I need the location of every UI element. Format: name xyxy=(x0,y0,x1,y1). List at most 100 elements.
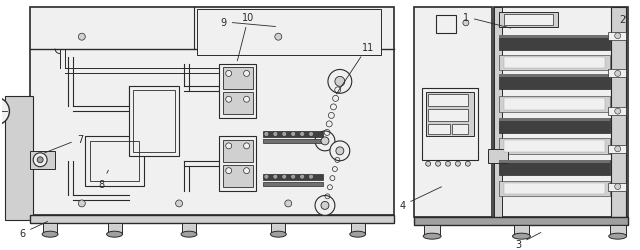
Circle shape xyxy=(226,97,232,103)
Bar xyxy=(90,141,140,181)
Bar xyxy=(182,224,196,233)
Circle shape xyxy=(315,196,335,216)
Bar xyxy=(428,110,468,122)
Circle shape xyxy=(315,132,335,151)
Text: 5: 5 xyxy=(0,249,1,250)
Text: 2: 2 xyxy=(620,15,626,25)
Circle shape xyxy=(273,174,278,180)
Bar xyxy=(424,225,440,235)
Bar xyxy=(271,224,285,233)
Text: 7: 7 xyxy=(45,134,83,153)
Circle shape xyxy=(226,168,232,174)
Circle shape xyxy=(308,132,314,137)
Text: 11: 11 xyxy=(337,42,374,94)
Bar xyxy=(426,93,474,136)
Bar xyxy=(422,89,478,160)
Circle shape xyxy=(615,71,621,77)
Circle shape xyxy=(33,153,47,167)
Bar xyxy=(108,224,122,233)
Bar xyxy=(223,165,253,187)
Circle shape xyxy=(321,138,329,145)
Circle shape xyxy=(615,184,621,190)
Text: 9: 9 xyxy=(221,18,276,28)
Circle shape xyxy=(175,200,182,207)
Bar xyxy=(414,8,492,218)
Circle shape xyxy=(0,98,10,126)
Text: 6: 6 xyxy=(19,222,47,238)
Bar xyxy=(504,57,605,69)
Bar xyxy=(452,124,468,134)
Circle shape xyxy=(456,162,460,166)
Circle shape xyxy=(282,132,287,137)
Bar xyxy=(499,75,610,90)
Bar xyxy=(129,87,179,156)
Circle shape xyxy=(335,77,345,87)
Circle shape xyxy=(78,200,85,207)
Text: 8: 8 xyxy=(99,170,108,189)
Circle shape xyxy=(273,132,278,137)
Ellipse shape xyxy=(350,231,365,237)
Bar xyxy=(5,97,33,220)
Bar xyxy=(436,16,456,34)
Bar xyxy=(223,93,253,115)
Bar xyxy=(30,216,394,224)
Ellipse shape xyxy=(423,233,441,239)
Circle shape xyxy=(244,97,250,103)
Bar xyxy=(499,118,610,122)
Bar xyxy=(608,108,626,116)
Circle shape xyxy=(300,174,305,180)
Bar xyxy=(264,139,323,143)
Bar xyxy=(264,182,323,186)
Circle shape xyxy=(426,162,431,166)
Circle shape xyxy=(244,71,250,77)
Bar xyxy=(219,136,257,191)
Text: 10: 10 xyxy=(237,13,255,62)
Circle shape xyxy=(308,174,314,180)
Bar xyxy=(499,13,558,28)
Bar xyxy=(504,183,605,195)
Bar xyxy=(499,97,610,113)
Circle shape xyxy=(282,174,287,180)
Circle shape xyxy=(328,70,352,94)
Ellipse shape xyxy=(270,231,286,237)
Bar xyxy=(499,75,610,78)
Circle shape xyxy=(275,34,282,41)
Bar xyxy=(223,68,253,90)
Circle shape xyxy=(336,147,344,155)
Bar xyxy=(493,8,502,218)
Bar xyxy=(428,95,468,107)
Bar xyxy=(30,151,55,169)
Circle shape xyxy=(465,162,470,166)
Ellipse shape xyxy=(107,231,122,237)
Circle shape xyxy=(37,157,43,163)
Text: 1: 1 xyxy=(463,13,511,29)
Bar xyxy=(30,8,394,216)
Text: 4: 4 xyxy=(399,187,442,210)
Ellipse shape xyxy=(609,233,627,239)
Bar xyxy=(499,160,610,175)
Circle shape xyxy=(615,109,621,115)
Ellipse shape xyxy=(513,233,531,239)
Bar xyxy=(219,64,257,118)
Circle shape xyxy=(300,132,305,137)
Circle shape xyxy=(226,71,232,77)
Bar xyxy=(499,138,610,154)
Circle shape xyxy=(226,143,232,149)
Bar xyxy=(499,36,610,38)
Bar xyxy=(504,140,605,152)
Circle shape xyxy=(291,132,296,137)
Bar xyxy=(608,183,626,191)
Bar xyxy=(428,124,450,134)
Bar xyxy=(499,118,610,134)
Circle shape xyxy=(445,162,451,166)
Bar xyxy=(85,136,145,186)
Bar xyxy=(499,55,610,71)
Circle shape xyxy=(321,202,329,209)
Bar xyxy=(610,225,626,235)
Bar xyxy=(504,99,605,111)
Bar xyxy=(133,91,175,152)
Circle shape xyxy=(615,34,621,40)
Bar xyxy=(504,15,553,26)
Bar xyxy=(351,224,365,233)
Circle shape xyxy=(78,34,85,41)
